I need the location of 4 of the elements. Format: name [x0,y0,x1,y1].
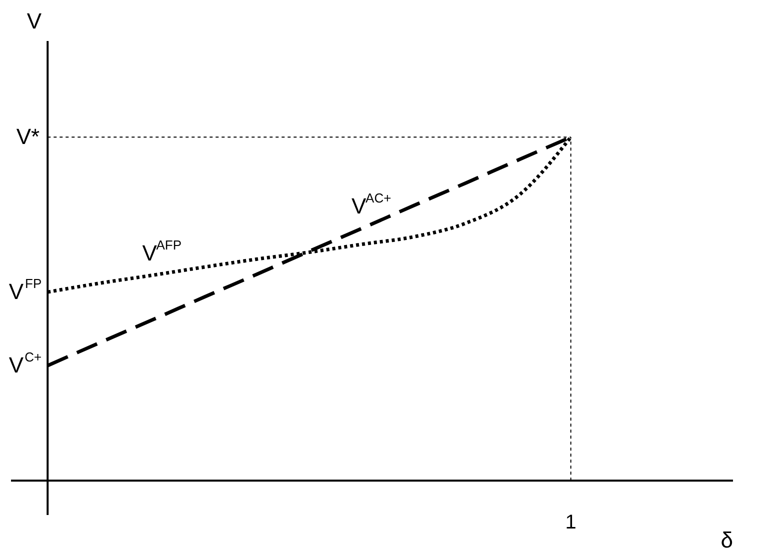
text: δ [720,528,733,553]
y-axis-title: V [26,8,42,34]
ref-line-label: V* [16,124,40,150]
text: 1 [565,512,576,534]
